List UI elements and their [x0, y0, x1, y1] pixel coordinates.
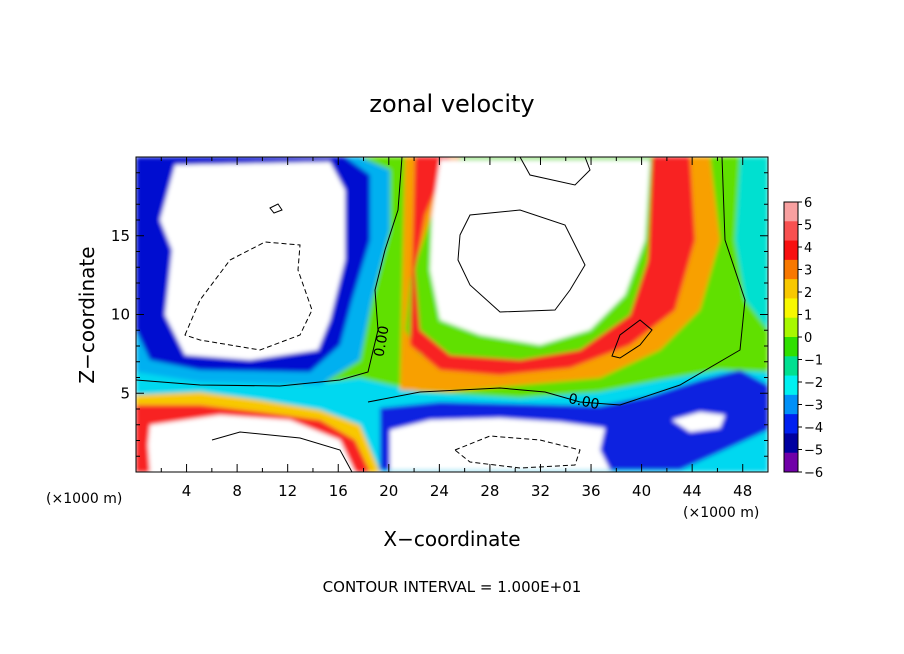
colorbar-swatch	[784, 221, 798, 242]
contour-lower-middle-dashed	[454, 435, 581, 469]
chart-title: zonal velocity	[369, 90, 534, 118]
field-white-lower-middle	[390, 418, 610, 470]
contour-zero-main	[136, 157, 403, 387]
contour-lines	[136, 157, 746, 472]
field-right-cyan	[735, 157, 768, 330]
contour-upper-middle	[457, 209, 586, 313]
colorbar-tick-label: −6	[804, 466, 823, 481]
plot-area: 0.00 0.00	[136, 157, 768, 472]
colorbar: 6 5 4 3 2 1 0 −1 −2 −3 −4 −5 −6	[783, 196, 823, 481]
colorbar-swatch	[784, 394, 798, 415]
colorbar-swatch	[784, 337, 798, 357]
x-unit-right: (×1000 m)	[683, 505, 759, 521]
colorbar-swatch	[784, 433, 798, 454]
colorbar-swatch	[784, 202, 798, 222]
y-tick-label: 10	[111, 306, 130, 324]
x-tick-label: 32	[531, 482, 550, 500]
colorbar-tick-label: −3	[804, 399, 823, 414]
contour-interval-note: CONTOUR INTERVAL = 1.000E+01	[323, 578, 582, 596]
x-tick-label: 12	[278, 482, 297, 500]
x-tick-label: 8	[232, 482, 242, 500]
field-center-red	[410, 157, 695, 375]
colorbar-tick-label: −5	[804, 444, 823, 459]
x-tick-label: 4	[182, 482, 192, 500]
colorbar-tick-label: 0	[804, 331, 812, 346]
x-tick-label: 28	[480, 482, 499, 500]
x-tick-label: 16	[329, 482, 348, 500]
colorbar-swatch	[784, 414, 798, 434]
colorbar-tick-label: 5	[804, 219, 812, 234]
y-axis-label: Z−coordinate	[75, 246, 99, 383]
colorbar-swatch	[784, 356, 798, 377]
colorbar-swatch	[784, 259, 798, 280]
colorbar-swatch	[784, 452, 798, 473]
colorbar-tick-label: 2	[804, 286, 812, 301]
colorbar-tick-label: −4	[804, 421, 823, 436]
x-axis-label: X−coordinate	[383, 527, 520, 551]
x-tick-label: 44	[683, 482, 702, 500]
contour-right-loop	[611, 319, 653, 359]
contour-lower-left	[211, 431, 353, 472]
colorbar-swatch	[784, 375, 798, 396]
contour-label-vertical: 0.00	[371, 325, 392, 358]
colorbar-tick-label: −1	[804, 354, 823, 369]
x-axis: 4 8 12 16 20 24 28 32 36 40 44 48	[160, 157, 752, 500]
contour-upper-left-dashed	[184, 241, 313, 351]
y-tick-label: 5	[120, 384, 130, 402]
colorbar-swatch	[784, 279, 798, 299]
contour-top-right	[519, 157, 591, 186]
field-white-upper-left	[160, 162, 345, 360]
y-axis: 5 10 15	[111, 172, 768, 457]
contour-small-loop	[269, 203, 283, 214]
colorbar-tick-label: 1	[804, 309, 812, 324]
colorbar-tick-label: 4	[804, 241, 812, 256]
x-tick-label: 48	[733, 482, 752, 500]
colorbar-swatch	[784, 317, 798, 338]
x-tick-label: 20	[379, 482, 398, 500]
colorbar-swatch	[784, 240, 798, 261]
y-tick-label: 15	[111, 227, 130, 245]
colorbar-tick-label: 6	[804, 196, 812, 211]
x-unit-left: (×1000 m)	[46, 491, 122, 507]
x-tick-label: 40	[632, 482, 651, 500]
colorbar-tick-label: −2	[804, 376, 823, 391]
field-white-lower-left	[148, 415, 355, 472]
field-white-right-blob	[672, 412, 725, 432]
colorbar-swatch	[784, 298, 798, 319]
contour-label-horizontal: 0.00	[567, 391, 601, 413]
colorbar-tick-label: 3	[804, 264, 812, 279]
color-field	[136, 157, 768, 472]
contour-zero-lower	[367, 157, 746, 406]
x-tick-label: 24	[430, 482, 449, 500]
x-tick-label: 36	[581, 482, 600, 500]
